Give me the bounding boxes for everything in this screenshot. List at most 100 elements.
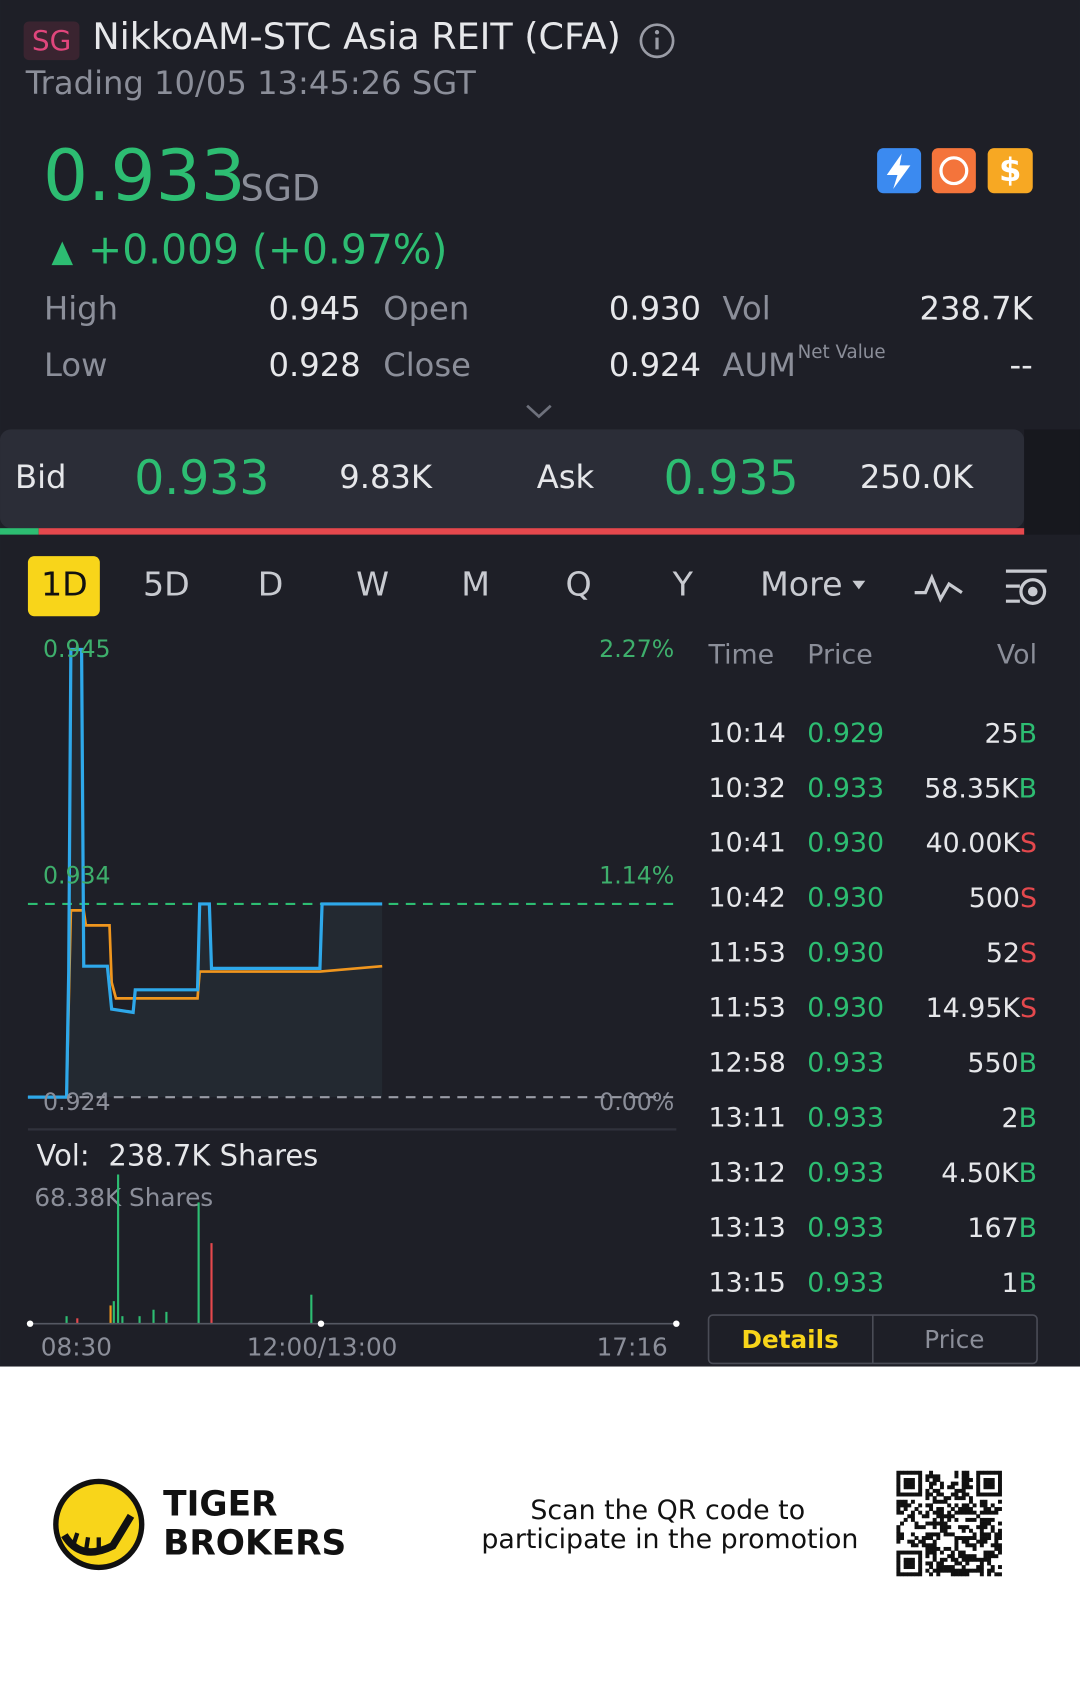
qr-module bbox=[950, 1492, 955, 1497]
qr-module bbox=[994, 1536, 999, 1541]
period-tab[interactable]: D bbox=[258, 565, 284, 604]
qr-module bbox=[900, 1550, 904, 1555]
qr-module bbox=[910, 1481, 915, 1486]
qr-module bbox=[954, 1517, 959, 1522]
period-tab[interactable]: More bbox=[760, 565, 842, 604]
qr-module bbox=[972, 1554, 977, 1559]
qr-module bbox=[979, 1536, 984, 1541]
qr-module bbox=[910, 1517, 915, 1522]
ask-ratio bbox=[38, 528, 1025, 535]
period-tab[interactable]: W bbox=[356, 565, 389, 604]
qr-module bbox=[987, 1532, 992, 1537]
qr-module bbox=[976, 1539, 981, 1544]
qr-module bbox=[918, 1488, 923, 1493]
qr-module bbox=[979, 1528, 984, 1533]
trade-time: 13:11 bbox=[709, 1103, 786, 1134]
qr-module bbox=[965, 1525, 970, 1530]
qr-module bbox=[947, 1525, 952, 1530]
qr-module bbox=[929, 1481, 934, 1486]
qr-module bbox=[939, 1499, 944, 1504]
qr-module bbox=[968, 1543, 973, 1548]
qr-module bbox=[997, 1499, 1002, 1504]
qr-module bbox=[965, 1481, 970, 1486]
qr-module bbox=[961, 1572, 966, 1577]
trade-volume: 40.00KS bbox=[926, 828, 1037, 859]
qr-module bbox=[958, 1507, 963, 1511]
period-tab[interactable]: Y bbox=[672, 565, 694, 604]
qr-module bbox=[958, 1496, 963, 1501]
qr-module bbox=[972, 1517, 977, 1522]
qr-module bbox=[994, 1507, 999, 1511]
period-tab[interactable]: Q bbox=[566, 565, 592, 604]
qr-module bbox=[936, 1546, 941, 1551]
active-tab-bg bbox=[27, 556, 100, 617]
qr-module bbox=[965, 1485, 970, 1490]
settings-icon[interactable] bbox=[1005, 569, 1047, 605]
period-tab[interactable]: M bbox=[461, 565, 490, 604]
volume-amount: 500 bbox=[969, 883, 1020, 914]
vol-label: Vol: bbox=[37, 1138, 90, 1172]
vol-max: 68.38K Shares bbox=[34, 1183, 213, 1212]
period-tab[interactable]: 5D bbox=[143, 565, 190, 604]
qr-module bbox=[990, 1528, 995, 1533]
expand-chevron[interactable] bbox=[526, 404, 552, 419]
qr-module bbox=[950, 1532, 955, 1537]
qr-module bbox=[965, 1503, 970, 1508]
qr-module bbox=[983, 1478, 988, 1482]
axis-dot bbox=[673, 1320, 680, 1327]
qr-module bbox=[965, 1474, 970, 1479]
qr-module bbox=[914, 1550, 919, 1555]
qr-module bbox=[958, 1561, 963, 1566]
qr-module bbox=[983, 1536, 988, 1541]
qr-module bbox=[976, 1478, 981, 1482]
qr-module bbox=[900, 1499, 904, 1504]
stat-value: 238.7K bbox=[919, 289, 1033, 327]
qr-module bbox=[983, 1517, 988, 1522]
qr-module bbox=[968, 1528, 973, 1533]
price-tab[interactable]: Price bbox=[924, 1325, 984, 1354]
qr-module bbox=[997, 1543, 1002, 1548]
qr-module bbox=[936, 1488, 941, 1493]
stat-value: 0.928 bbox=[269, 346, 361, 384]
info-icon[interactable] bbox=[639, 23, 675, 59]
qr-module bbox=[932, 1496, 937, 1501]
qr-module bbox=[997, 1532, 1002, 1537]
qr-module bbox=[921, 1539, 926, 1544]
indicator-icon[interactable] bbox=[914, 573, 963, 603]
qr-module bbox=[983, 1554, 988, 1559]
qr-module bbox=[976, 1525, 981, 1530]
feature-icons[interactable]: $ bbox=[877, 148, 1033, 194]
qr-module bbox=[997, 1528, 1002, 1533]
qr-module bbox=[900, 1492, 904, 1497]
qr-module bbox=[954, 1568, 959, 1573]
qr-module bbox=[987, 1485, 992, 1490]
qr-module bbox=[979, 1557, 984, 1562]
period-tab[interactable]: 1D bbox=[41, 565, 88, 604]
qr-module bbox=[990, 1568, 995, 1573]
qr-module bbox=[918, 1565, 923, 1570]
qr-module bbox=[954, 1488, 959, 1493]
qr-module bbox=[968, 1568, 973, 1573]
qr-module bbox=[896, 1525, 901, 1530]
qr-module bbox=[997, 1550, 1002, 1555]
qr-module bbox=[947, 1532, 952, 1537]
trade-side: B bbox=[1019, 773, 1037, 804]
trade-price: 0.933 bbox=[807, 1158, 884, 1189]
qr-module bbox=[907, 1503, 912, 1508]
qr-module bbox=[994, 1470, 999, 1475]
volume-amount: 40.00K bbox=[926, 828, 1022, 859]
qr-module bbox=[914, 1492, 919, 1497]
qr-module bbox=[896, 1565, 901, 1570]
side-strip bbox=[1024, 429, 1080, 535]
qr-module bbox=[932, 1474, 937, 1479]
details-tab[interactable]: Details bbox=[741, 1325, 838, 1354]
qr-module bbox=[961, 1481, 966, 1486]
qr-module bbox=[947, 1496, 952, 1501]
qr-module bbox=[939, 1485, 944, 1490]
trade-time: 13:13 bbox=[709, 1212, 786, 1243]
qr-module bbox=[929, 1532, 934, 1537]
qr-module bbox=[925, 1503, 930, 1508]
trade-price: 0.930 bbox=[807, 883, 884, 914]
qr-module bbox=[929, 1503, 934, 1508]
qr-module bbox=[976, 1492, 981, 1497]
